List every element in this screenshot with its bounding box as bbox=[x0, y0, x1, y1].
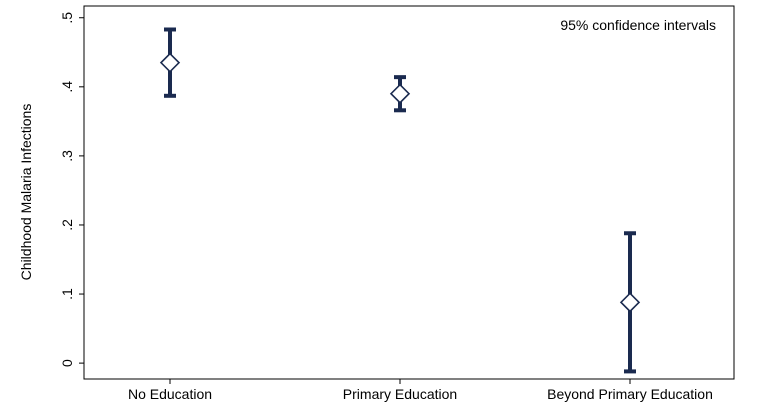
point-estimate bbox=[159, 52, 181, 73]
x-tick-label: Primary Education bbox=[343, 386, 457, 402]
x-tick-label: Beyond Primary Education bbox=[547, 386, 713, 402]
y-tick-label: 0 bbox=[59, 359, 75, 367]
ci-annotation: 95% confidence intervals bbox=[560, 17, 716, 33]
y-tick-label: .5 bbox=[59, 12, 75, 24]
x-axis: No Education Primary Education Beyond Prim… bbox=[128, 379, 713, 402]
plot-frame bbox=[83, 5, 735, 380]
y-axis: 0 .1 .2 .3 .4 .5 bbox=[59, 12, 84, 367]
y-tick-label: .4 bbox=[59, 81, 75, 93]
point-estimate bbox=[619, 292, 641, 313]
y-tick-label: .3 bbox=[59, 150, 75, 162]
y-tick-label: .2 bbox=[59, 219, 75, 231]
y-axis-title: Childhood Malaria Infections bbox=[18, 104, 34, 281]
y-tick-label: .1 bbox=[59, 288, 75, 300]
point-estimate bbox=[389, 83, 411, 104]
error-bar-marks bbox=[159, 27, 641, 374]
x-tick-label: No Education bbox=[128, 386, 212, 402]
